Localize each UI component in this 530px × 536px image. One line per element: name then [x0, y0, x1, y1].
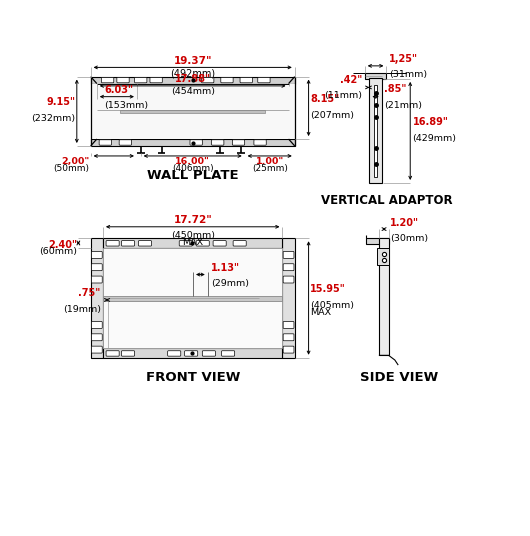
- Text: (405mm): (405mm): [310, 301, 354, 310]
- Bar: [91, 239, 103, 358]
- Text: (11mm): (11mm): [324, 91, 363, 100]
- FancyBboxPatch shape: [167, 351, 181, 356]
- FancyBboxPatch shape: [121, 351, 135, 356]
- Text: (429mm): (429mm): [412, 134, 456, 143]
- Bar: [103, 348, 282, 358]
- Bar: [377, 248, 388, 265]
- Text: (406mm): (406mm): [172, 165, 214, 174]
- Text: 9.15": 9.15": [46, 98, 75, 107]
- Text: SIDE VIEW: SIDE VIEW: [360, 371, 438, 384]
- FancyBboxPatch shape: [92, 251, 102, 258]
- FancyBboxPatch shape: [283, 264, 294, 271]
- FancyBboxPatch shape: [184, 351, 198, 356]
- FancyBboxPatch shape: [101, 77, 114, 83]
- FancyBboxPatch shape: [240, 77, 252, 83]
- Text: 6.03": 6.03": [104, 85, 134, 95]
- Text: (31mm): (31mm): [388, 70, 427, 79]
- FancyBboxPatch shape: [254, 140, 266, 145]
- FancyBboxPatch shape: [196, 241, 209, 246]
- FancyBboxPatch shape: [221, 77, 233, 83]
- Text: 8.15": 8.15": [310, 94, 339, 104]
- Text: 17.88": 17.88": [175, 75, 211, 84]
- Text: (25mm): (25mm): [252, 165, 288, 174]
- Text: 2,00": 2,00": [61, 158, 89, 167]
- FancyBboxPatch shape: [232, 140, 245, 145]
- FancyBboxPatch shape: [99, 140, 111, 145]
- Text: VERTICAL ADAPTOR: VERTICAL ADAPTOR: [321, 193, 453, 207]
- Text: 16.00": 16.00": [175, 158, 210, 167]
- Text: (450mm): (450mm): [171, 232, 215, 241]
- Text: 17.72": 17.72": [173, 215, 212, 225]
- FancyBboxPatch shape: [179, 241, 192, 246]
- Text: (454mm): (454mm): [171, 87, 215, 95]
- Text: .85": .85": [384, 84, 407, 94]
- Text: .42": .42": [340, 75, 363, 85]
- Text: (19mm): (19mm): [63, 304, 101, 314]
- Text: (29mm): (29mm): [211, 279, 249, 288]
- Bar: [103, 296, 282, 301]
- Bar: [374, 85, 377, 177]
- Bar: [91, 77, 295, 84]
- FancyBboxPatch shape: [92, 322, 102, 329]
- FancyBboxPatch shape: [119, 140, 131, 145]
- FancyBboxPatch shape: [135, 77, 147, 83]
- Bar: [91, 84, 295, 139]
- FancyBboxPatch shape: [190, 140, 202, 145]
- Text: MAX: MAX: [310, 308, 331, 317]
- Text: 16.89": 16.89": [412, 117, 448, 127]
- FancyBboxPatch shape: [283, 276, 294, 283]
- Text: 2.40": 2.40": [48, 240, 77, 250]
- FancyBboxPatch shape: [213, 241, 226, 246]
- Text: MAX: MAX: [182, 239, 204, 247]
- Bar: [103, 239, 282, 248]
- FancyBboxPatch shape: [106, 241, 119, 246]
- FancyBboxPatch shape: [92, 346, 102, 353]
- FancyBboxPatch shape: [283, 334, 294, 341]
- FancyBboxPatch shape: [92, 264, 102, 271]
- Text: (153mm): (153mm): [104, 101, 148, 109]
- FancyBboxPatch shape: [92, 276, 102, 283]
- FancyBboxPatch shape: [222, 351, 235, 356]
- Text: 15.95": 15.95": [310, 284, 346, 294]
- Bar: [120, 110, 266, 113]
- Text: 1.20": 1.20": [390, 218, 419, 228]
- Bar: [366, 239, 388, 244]
- Bar: [103, 248, 282, 348]
- FancyBboxPatch shape: [121, 241, 135, 246]
- FancyBboxPatch shape: [283, 322, 294, 329]
- Bar: [91, 139, 295, 146]
- Bar: [369, 78, 382, 183]
- FancyBboxPatch shape: [283, 346, 294, 353]
- Text: WALL PLATE: WALL PLATE: [147, 169, 239, 182]
- FancyBboxPatch shape: [106, 351, 119, 356]
- Text: (232mm): (232mm): [31, 114, 75, 123]
- FancyBboxPatch shape: [201, 77, 214, 83]
- FancyBboxPatch shape: [92, 334, 102, 341]
- Bar: [282, 239, 295, 358]
- FancyBboxPatch shape: [117, 77, 129, 83]
- FancyBboxPatch shape: [211, 140, 224, 145]
- Text: (21mm): (21mm): [384, 101, 422, 109]
- Bar: [379, 239, 388, 355]
- Text: (50mm): (50mm): [53, 165, 89, 174]
- Text: .75": .75": [78, 288, 101, 299]
- FancyBboxPatch shape: [202, 351, 215, 356]
- FancyBboxPatch shape: [150, 77, 162, 83]
- Text: (207mm): (207mm): [310, 111, 354, 120]
- Text: 1.00": 1.00": [255, 158, 284, 167]
- Bar: [365, 73, 386, 79]
- FancyBboxPatch shape: [258, 77, 270, 83]
- Text: (30mm): (30mm): [390, 234, 428, 243]
- FancyBboxPatch shape: [138, 241, 152, 246]
- Text: 19.37": 19.37": [174, 56, 213, 66]
- FancyBboxPatch shape: [233, 241, 246, 246]
- Text: (492mm): (492mm): [171, 68, 216, 78]
- Text: (60mm): (60mm): [39, 247, 77, 256]
- Text: 1.13": 1.13": [211, 263, 240, 273]
- FancyBboxPatch shape: [283, 251, 294, 258]
- Text: 1,25": 1,25": [388, 54, 418, 64]
- Text: FRONT VIEW: FRONT VIEW: [146, 371, 240, 384]
